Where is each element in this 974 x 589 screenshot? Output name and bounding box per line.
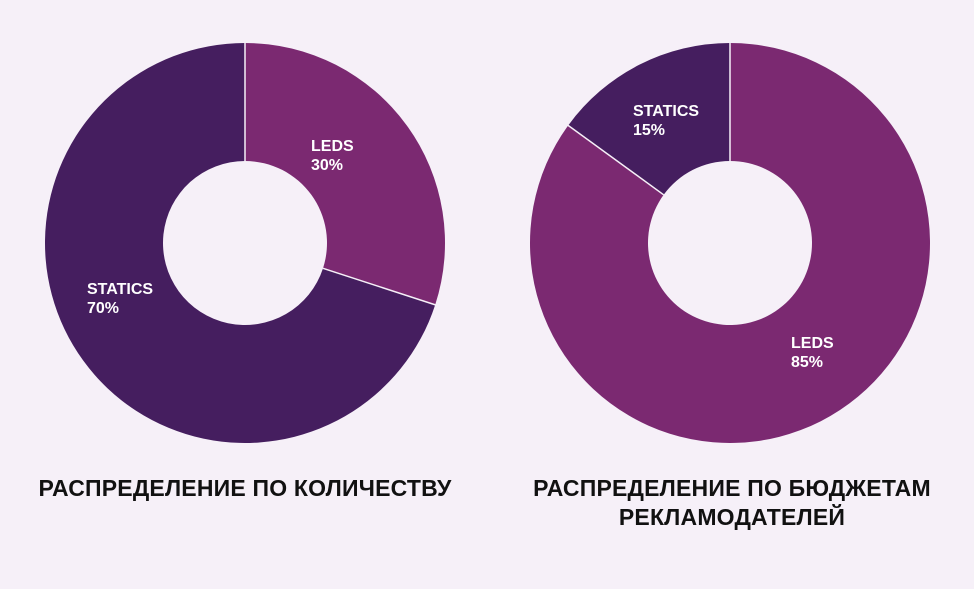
slice-value-label-leds-quantity: 30% (311, 157, 343, 174)
slice-value-label-statics-budget: 15% (633, 122, 665, 139)
slice-value-label-leds-budget: 85% (791, 354, 823, 371)
slice-separator-budget-1 (566, 124, 665, 196)
slice-statics-budget (568, 42, 730, 195)
slice-leds-quantity (245, 43, 445, 305)
chart-title-quantity-text: РАСПРЕДЕЛЕНИЕ ПО КОЛИЧЕСТВУ (38, 475, 452, 501)
slice-leds-budget (530, 43, 931, 443)
slice-statics-quantity (44, 43, 436, 443)
chart-title-budget-line-1: РАСПРЕДЕЛЕНИЕ ПО БЮДЖЕТАМ (533, 475, 931, 501)
slice-name-label-leds-budget: LEDS (791, 335, 834, 352)
slice-name-label-statics-quantity: STATICS (87, 281, 153, 298)
donut-chart-budget: LEDS 85% STATICS 15% (530, 42, 931, 443)
slice-name-label-statics-budget: STATICS (633, 103, 699, 120)
donut-chart-quantity: LEDS 30% STATICS 70% (44, 42, 445, 443)
chart-title-budget: РАСПРЕДЕЛЕНИЕ ПО БЮДЖЕТАМ РЕКЛАМОДАТЕЛЕЙ (490, 474, 974, 532)
slice-name-label-leds-quantity: LEDS (311, 138, 354, 155)
slice-separator-quantity-1 (322, 267, 437, 306)
slice-value-label-statics-quantity: 70% (87, 300, 119, 317)
chart-title-budget-line-2: РЕКЛАМОДАТЕЛЕЙ (618, 504, 846, 530)
chart-title-quantity: РАСПРЕДЕЛЕНИЕ ПО КОЛИЧЕСТВУ (0, 474, 490, 503)
